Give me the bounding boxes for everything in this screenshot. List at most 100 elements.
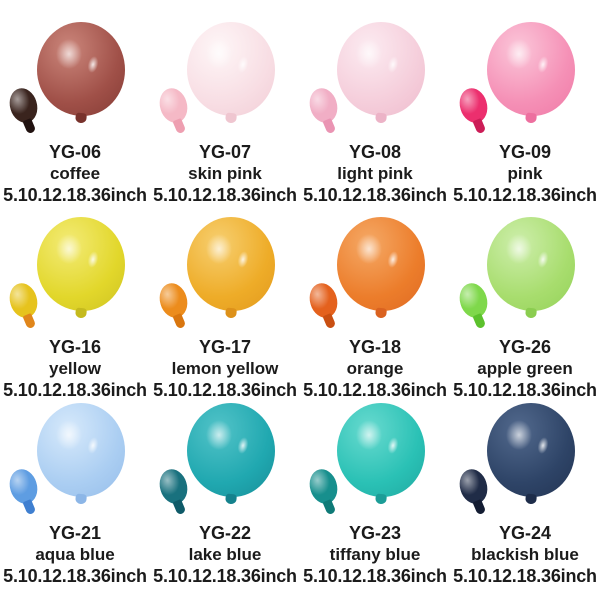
balloon-photo	[150, 20, 300, 136]
balloon-photo	[150, 401, 300, 517]
balloon-reflection	[536, 249, 550, 269]
balloon-knot	[75, 307, 87, 319]
balloon-reflection	[236, 249, 250, 269]
product-code: YG-08	[348, 142, 402, 162]
color-name: apple green	[477, 359, 573, 378]
large-balloon-image	[337, 22, 425, 124]
size-list: 5.10.12.18.36inch	[453, 566, 597, 586]
product-code: YG-06	[48, 142, 102, 162]
size-list: 5.10.12.18.36inch	[3, 185, 147, 205]
balloon-highlight	[56, 233, 83, 264]
product-cell: YG-23 tiffany blue 5.10.12.18.36inch	[300, 401, 450, 587]
balloon-highlight	[206, 233, 233, 264]
color-name: coffee	[49, 164, 101, 183]
size-list: 5.10.12.18.36inch	[303, 380, 447, 400]
product-code: YG-21	[48, 523, 102, 543]
product-cell: YG-17 lemon yellow 5.10.12.18.36inch	[150, 215, 300, 401]
balloon-reflection	[86, 249, 100, 269]
balloon-photo	[0, 401, 150, 517]
small-balloon-image	[155, 279, 192, 322]
size-list: 5.10.12.18.36inch	[153, 185, 297, 205]
small-balloon-image	[455, 465, 492, 508]
balloon-reflection	[536, 54, 550, 74]
balloon-photo	[300, 401, 450, 517]
balloon-photo	[0, 20, 150, 136]
balloon-knot	[75, 493, 87, 505]
large-balloon-image	[337, 217, 425, 319]
small-balloon-image	[5, 279, 42, 322]
size-list: 5.10.12.18.36inch	[3, 566, 147, 586]
balloon-knot	[225, 493, 237, 505]
small-balloon-image	[305, 465, 342, 508]
balloon-knot	[525, 307, 537, 319]
balloon-highlight	[206, 38, 233, 69]
small-balloon-image	[455, 84, 492, 127]
balloon-photo	[0, 215, 150, 331]
color-name: orange	[346, 359, 404, 378]
balloon-highlight	[206, 419, 233, 450]
product-code: YG-24	[498, 523, 552, 543]
balloon-reflection	[236, 435, 250, 455]
product-cell: YG-16 yellow 5.10.12.18.36inch	[0, 215, 150, 401]
color-name: yellow	[49, 359, 101, 378]
balloon-reflection	[386, 435, 400, 455]
small-balloon-image	[305, 279, 342, 322]
product-cell: YG-22 lake blue 5.10.12.18.36inch	[150, 401, 300, 587]
product-code: YG-23	[348, 523, 402, 543]
large-balloon-image	[37, 403, 125, 505]
small-balloon-image	[305, 84, 342, 127]
balloon-highlight	[506, 419, 533, 450]
color-name: tiffany blue	[329, 545, 421, 564]
color-name: blackish blue	[471, 545, 579, 564]
small-balloon-image	[155, 84, 192, 127]
size-list: 5.10.12.18.36inch	[303, 566, 447, 586]
balloon-highlight	[356, 233, 383, 264]
product-cell: YG-08 light pink 5.10.12.18.36inch	[300, 20, 450, 215]
balloon-highlight	[356, 38, 383, 69]
balloon-highlight	[56, 419, 83, 450]
balloon-reflection	[236, 54, 250, 74]
balloon-photo	[450, 215, 600, 331]
large-balloon-image	[37, 217, 125, 319]
large-balloon-image	[487, 217, 575, 319]
size-list: 5.10.12.18.36inch	[153, 380, 297, 400]
product-cell: YG-06 coffee 5.10.12.18.36inch	[0, 20, 150, 215]
color-name: lemon yellow	[171, 359, 279, 378]
size-list: 5.10.12.18.36inch	[153, 566, 297, 586]
product-code: YG-22	[198, 523, 252, 543]
small-balloon-image	[5, 465, 42, 508]
balloon-photo	[150, 215, 300, 331]
balloon-knot	[75, 112, 87, 124]
color-name: pink	[507, 164, 543, 183]
size-list: 5.10.12.18.36inch	[3, 380, 147, 400]
color-name: aqua blue	[35, 545, 115, 564]
balloon-reflection	[386, 249, 400, 269]
small-balloon-image	[155, 465, 192, 508]
balloon-knot	[525, 112, 537, 124]
product-code: YG-09	[498, 142, 552, 162]
product-code: YG-07	[198, 142, 252, 162]
balloon-knot	[375, 493, 387, 505]
balloon-reflection	[386, 54, 400, 74]
balloon-reflection	[86, 54, 100, 74]
product-code: YG-18	[348, 337, 402, 357]
large-balloon-image	[487, 22, 575, 124]
balloon-photo	[300, 20, 450, 136]
product-cell: YG-24 blackish blue 5.10.12.18.36inch	[450, 401, 600, 587]
product-cell: YG-09 pink 5.10.12.18.36inch	[450, 20, 600, 215]
balloon-highlight	[506, 233, 533, 264]
balloon-reflection	[536, 435, 550, 455]
size-list: 5.10.12.18.36inch	[453, 380, 597, 400]
color-name: skin pink	[188, 164, 262, 183]
size-list: 5.10.12.18.36inch	[303, 185, 447, 205]
large-balloon-image	[487, 403, 575, 505]
balloon-knot	[375, 307, 387, 319]
small-balloon-image	[5, 84, 42, 127]
color-name: light pink	[337, 164, 413, 183]
balloon-highlight	[56, 38, 83, 69]
product-cell: YG-26 apple green 5.10.12.18.36inch	[450, 215, 600, 401]
balloon-knot	[525, 493, 537, 505]
size-list: 5.10.12.18.36inch	[453, 185, 597, 205]
balloon-knot	[225, 112, 237, 124]
